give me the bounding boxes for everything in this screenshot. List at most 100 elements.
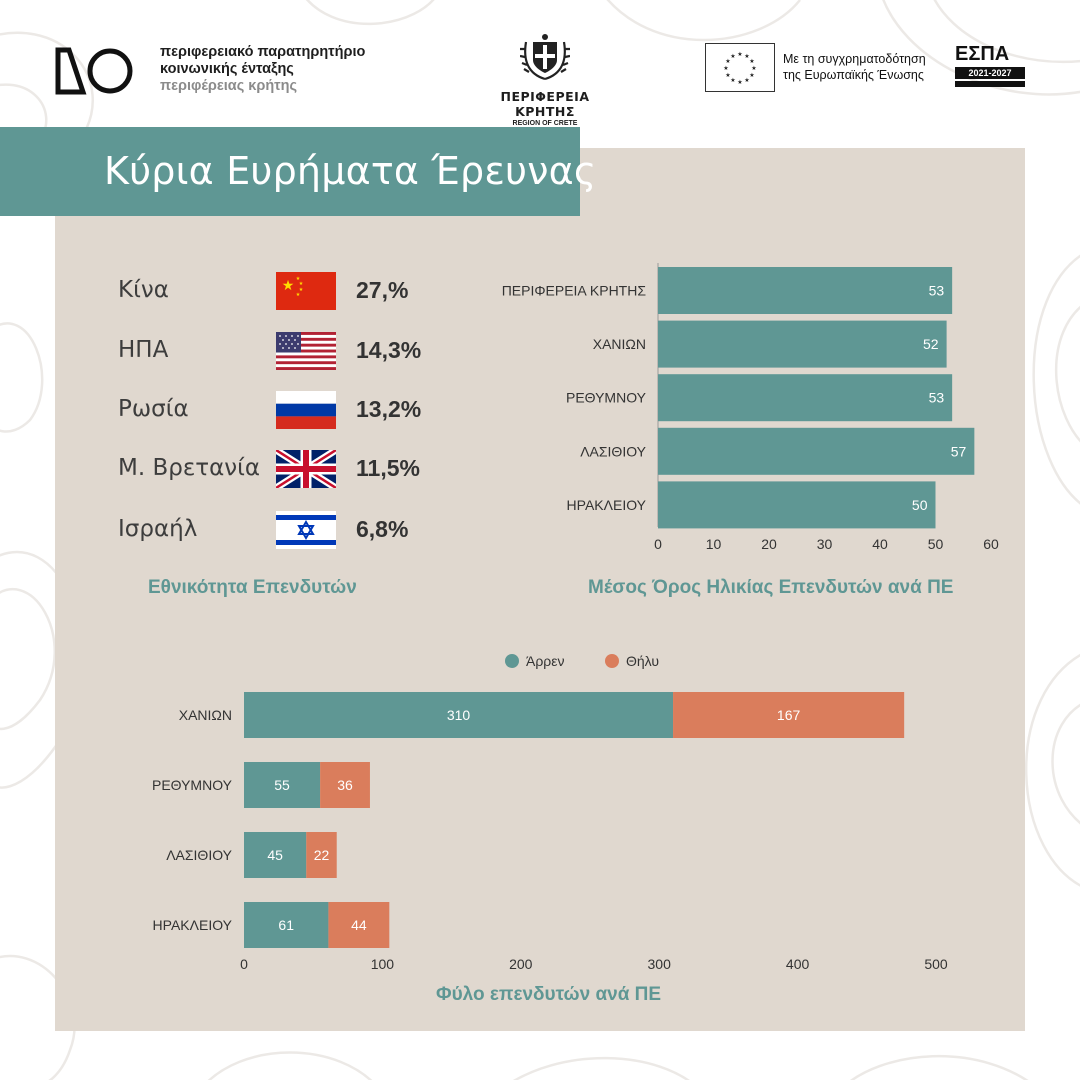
svg-text:★: ★: [725, 58, 730, 65]
svg-text:★: ★: [749, 72, 754, 79]
nationality-caption: Εθνικότητα Επενδυτών: [148, 577, 357, 598]
gender-bar-segment: [244, 692, 674, 738]
nationality-row-israel: Ισραήλ 6,8%: [118, 508, 448, 552]
nationality-row-china: Κίνα ★ ★ ★ ★ ★ 27,%: [118, 269, 448, 313]
gender-chart-title: Φύλο επενδυτών ανά ΠΕ: [436, 984, 662, 1005]
observatory-name-line1: περιφερειακό παρατηρητήριο: [160, 44, 366, 60]
gender-x-tick-label: 500: [924, 956, 948, 972]
age-chart-title: Μέσος Όρος Ηλικίας Επενδυτών ανά ΠΕ: [588, 577, 954, 598]
country-name: ΗΠΑ: [118, 337, 169, 363]
gender-bar-segment: [328, 902, 390, 948]
age-x-tick-label: 50: [928, 536, 944, 552]
age-value-label: 53: [929, 283, 945, 299]
gender-category-label: ΧΑΝΙΩΝ: [179, 707, 232, 723]
gender-bar-segment: [244, 832, 307, 878]
age-bar: [658, 374, 953, 422]
age-x-tick-label: 60: [983, 536, 999, 552]
svg-text:★: ★: [299, 281, 304, 287]
gender-x-tick-label: 0: [240, 956, 248, 972]
gender-x-tick-label: 400: [786, 956, 810, 972]
svg-text:★: ★: [730, 77, 735, 84]
region-name: ΠΕΡΙΦΕΡΕΙΑ ΚΡΗΤΗΣ: [500, 89, 590, 119]
age-category-label: ΛΑΣΙΘΙΟΥ: [580, 443, 646, 459]
region-subtitle: REGION OF CRETE: [512, 120, 578, 127]
age-bar: [658, 481, 936, 529]
age-category-label: ΗΡΑΚΛΕΙΟΥ: [567, 497, 647, 513]
espa-name: ΕΣΠΑ: [955, 43, 1010, 65]
eu-flag-icon: ★ ★ ★ ★ ★ ★ ★ ★ ★ ★ ★ ★: [705, 43, 775, 92]
svg-text:★: ★: [296, 292, 301, 298]
observatory-name-line2: κοινωνικής ένταξης: [160, 61, 294, 77]
age-bar: [658, 427, 975, 475]
observatory-name: περιφερειακό παρατηρητήριο κοινωνικής έν…: [160, 44, 365, 95]
country-name: Ισραήλ: [118, 516, 198, 542]
espa-logo: ΕΣΠΑ 2021-2027: [955, 44, 1025, 87]
eu-text-line1: Με τη συγχρηματοδότηση: [783, 52, 926, 66]
gender-x-tick-label: 100: [371, 956, 395, 972]
gender-value-label: 36: [337, 777, 353, 793]
israel-flag-icon: [276, 511, 336, 549]
country-percent: 27,%: [356, 277, 409, 303]
svg-text:★: ★: [299, 287, 304, 293]
gender-value-label: 310: [447, 707, 471, 723]
gender-x-tick-label: 200: [509, 956, 533, 972]
age-x-tick-label: 40: [872, 536, 888, 552]
gender-bar-segment: [244, 902, 329, 948]
observatory-name-line3: περιφέρειας κρήτης: [160, 78, 298, 94]
nationality-row-usa: ΗΠΑ 14,3%: [118, 329, 448, 373]
gender-bar-segment: [306, 832, 337, 878]
svg-text:★: ★: [723, 65, 728, 72]
country-percent: 11,5%: [356, 455, 420, 481]
country-name: Ρωσία: [118, 396, 189, 422]
svg-text:★: ★: [296, 276, 301, 282]
gender-value-label: 55: [274, 777, 290, 793]
espa-strip: [955, 81, 1025, 87]
age-value-label: 50: [912, 497, 928, 513]
gender-category-label: ΗΡΑΚΛΕΙΟΥ: [153, 917, 233, 933]
gender-value-label: 22: [314, 847, 330, 863]
title-banner: Κύρια Ευρήματα Έρευνας: [0, 127, 596, 216]
legend-marker: [605, 654, 619, 668]
age-bar-chart: ΠΕΡΙΦΕΡΕΙΑ ΚΡΗΤΗΣ 53 ΧΑΝΙΩΝ 52 ΡΕΘΥΜΝΟΥ 53 ΛΑΣ…: [502, 263, 999, 552]
gender-bar-segment: [244, 762, 321, 808]
nationality-row-russia: Ρωσία 13,2%: [118, 388, 448, 432]
country-percent: 6,8%: [356, 516, 409, 542]
gender-value-label: 167: [777, 707, 801, 723]
gender-x-tick-label: 300: [648, 956, 672, 972]
legend-label: Άρρεν: [526, 653, 565, 669]
age-category-label: ΡΕΘΥΜΝΟΥ: [566, 390, 647, 406]
legend-label: Θήλυ: [626, 653, 659, 669]
country-percent: 13,2%: [356, 396, 422, 422]
age-x-tick-label: 20: [761, 536, 777, 552]
svg-text:★: ★: [737, 79, 742, 86]
eu-cofunding-text: Με τη συγχρηματοδότηση της Ευρωπαϊκής Έν…: [783, 51, 926, 83]
gender-bar-segment: [673, 692, 905, 738]
observatory-logo: [55, 47, 133, 95]
russia-flag-icon: [276, 391, 336, 429]
age-value-label: 52: [923, 336, 939, 352]
espa-years: 2021-2027: [955, 67, 1025, 79]
age-bar: [658, 320, 947, 368]
svg-text:★: ★: [749, 58, 754, 65]
svg-text:★: ★: [725, 72, 730, 79]
gender-category-label: ΛΑΣΙΘΙΟΥ: [166, 847, 232, 863]
nationality-row-uk: Μ. Βρετανία 11,5%: [118, 447, 448, 491]
gender-category-label: ΡΕΘΥΜΝΟΥ: [152, 777, 233, 793]
gender-bar-segment: [320, 762, 370, 808]
country-name: Μ. Βρετανία: [118, 455, 261, 481]
age-category-label: ΧΑΝΙΩΝ: [593, 336, 646, 352]
svg-text:★: ★: [744, 53, 749, 60]
age-x-tick-label: 0: [654, 536, 662, 552]
gender-value-label: 61: [278, 917, 294, 933]
gender-value-label: 44: [351, 917, 367, 933]
svg-text:★: ★: [737, 51, 742, 58]
usa-flag-icon: [276, 332, 336, 370]
svg-text:★: ★: [744, 77, 749, 84]
age-value-label: 57: [951, 443, 967, 459]
age-x-tick-label: 30: [817, 536, 833, 552]
gender-stacked-bar-chart: Άρρεν Θήλυ 310 167 ΧΑΝΙΩΝ 55 36 ΡΕΘΥΜΝΟΥ 45 22 ΛΑΣ…: [152, 653, 948, 972]
age-value-label: 53: [929, 390, 945, 406]
china-flag-icon: ★ ★ ★ ★ ★: [276, 272, 336, 310]
country-percent: 14,3%: [356, 337, 422, 363]
